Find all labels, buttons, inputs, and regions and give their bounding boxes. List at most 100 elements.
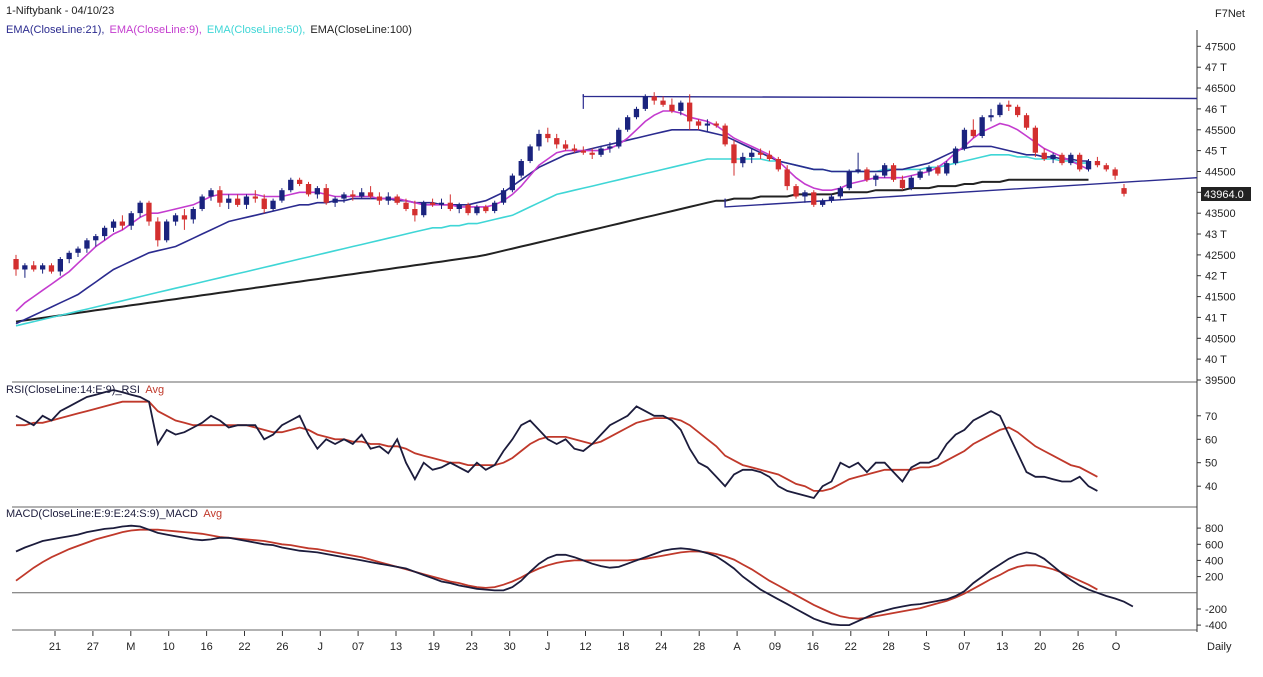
macd-legend-avg: Avg — [203, 508, 222, 520]
candle — [722, 123, 728, 147]
candle-body — [492, 202, 498, 211]
candle-body — [642, 96, 648, 109]
candle-body — [181, 215, 188, 220]
candle-body — [988, 115, 994, 118]
candle — [775, 156, 781, 172]
candle — [784, 165, 790, 191]
candle — [1103, 163, 1109, 172]
legend-ema9: EMA(CloseLine:9), — [110, 24, 202, 36]
candle-body — [483, 206, 489, 212]
candle-body — [899, 179, 906, 189]
candle — [421, 200, 427, 218]
candle-body — [820, 200, 826, 205]
date-tick-label: 12 — [579, 641, 591, 653]
candle — [811, 190, 817, 207]
candle — [846, 169, 852, 191]
candle-body — [474, 206, 480, 214]
candle — [456, 202, 462, 214]
price-tick-label: 42500 — [1205, 250, 1236, 262]
candle-body — [93, 236, 99, 241]
candle — [385, 192, 391, 205]
rsi-tick-label: 50 — [1205, 458, 1217, 470]
candle-body — [297, 179, 303, 184]
macd-tick-label: 200 — [1205, 572, 1223, 584]
candle — [297, 177, 303, 187]
candle-body — [722, 125, 728, 145]
candle — [155, 217, 161, 247]
candle — [1094, 156, 1101, 168]
candle-body — [580, 150, 586, 153]
price-tick-label: 40500 — [1205, 333, 1236, 345]
date-tick-label: 26 — [1072, 641, 1084, 653]
candle-body — [1032, 127, 1038, 153]
candle-body — [979, 117, 985, 136]
candle-body — [864, 169, 870, 180]
candle-body — [385, 196, 391, 201]
candle — [84, 238, 90, 253]
candle-body — [252, 196, 258, 199]
rsi-legend-label: RSI(CloseLine:14:E:9)_RSI — [6, 384, 140, 396]
date-tick-label: J — [545, 641, 551, 653]
candle-body — [31, 265, 37, 270]
price-tick-label: 39500 — [1205, 375, 1236, 387]
candle — [855, 152, 861, 174]
rsi-legend: RSI(CloseLine:14:E:9)_RSI Avg — [6, 384, 164, 396]
candle-body — [288, 179, 294, 191]
candle — [731, 140, 737, 176]
candle — [527, 144, 533, 164]
candle — [430, 198, 436, 207]
candle-body — [1077, 154, 1083, 170]
macd-panel — [12, 524, 1197, 626]
candle-body — [199, 196, 205, 209]
candle-body — [323, 188, 329, 203]
candle-body — [376, 196, 383, 201]
price-tick-label: 41 T — [1205, 312, 1227, 324]
last-price-label: 43964.0 — [1204, 189, 1244, 201]
candle — [252, 190, 258, 203]
candle-body — [394, 196, 400, 203]
candle — [350, 190, 356, 201]
candle-body — [438, 202, 445, 205]
candle — [944, 161, 950, 176]
candle — [181, 209, 188, 230]
candle-body — [137, 202, 143, 214]
candle-body — [57, 259, 63, 272]
candle-body — [855, 169, 861, 172]
candle — [13, 254, 19, 276]
candle — [1032, 125, 1038, 157]
date-tick-label: 22 — [238, 641, 250, 653]
candle-body — [217, 190, 223, 203]
candle-body — [1050, 154, 1056, 159]
date-tick-label: O — [1112, 641, 1121, 653]
candle — [279, 188, 285, 203]
timeframe-label: Daily — [1207, 641, 1232, 653]
candle-body — [1023, 115, 1030, 128]
rsi-panel — [15, 389, 1098, 500]
candle — [766, 150, 773, 161]
candle — [146, 200, 152, 226]
candle-body — [669, 104, 675, 111]
candle — [820, 198, 826, 207]
candle-body — [243, 196, 250, 205]
date-tick-label: S — [923, 641, 930, 653]
candle — [864, 167, 870, 182]
candle — [483, 204, 489, 214]
candle — [837, 186, 843, 199]
candle-body — [616, 129, 622, 147]
last-price-tag: 43964.0 — [1201, 187, 1251, 201]
macd-avg-line — [15, 528, 1098, 620]
candle-body — [926, 167, 932, 172]
candle — [518, 159, 524, 178]
price-tick-label: 45 T — [1205, 146, 1227, 158]
candle — [500, 188, 507, 205]
candle — [93, 234, 99, 247]
candle — [633, 106, 640, 120]
candle — [509, 173, 515, 193]
candle — [438, 198, 445, 209]
date-tick-label: 27 — [87, 641, 99, 653]
candle — [1050, 152, 1056, 164]
candle-body — [332, 198, 338, 203]
candle-body — [128, 213, 134, 226]
candle-body — [598, 148, 604, 155]
